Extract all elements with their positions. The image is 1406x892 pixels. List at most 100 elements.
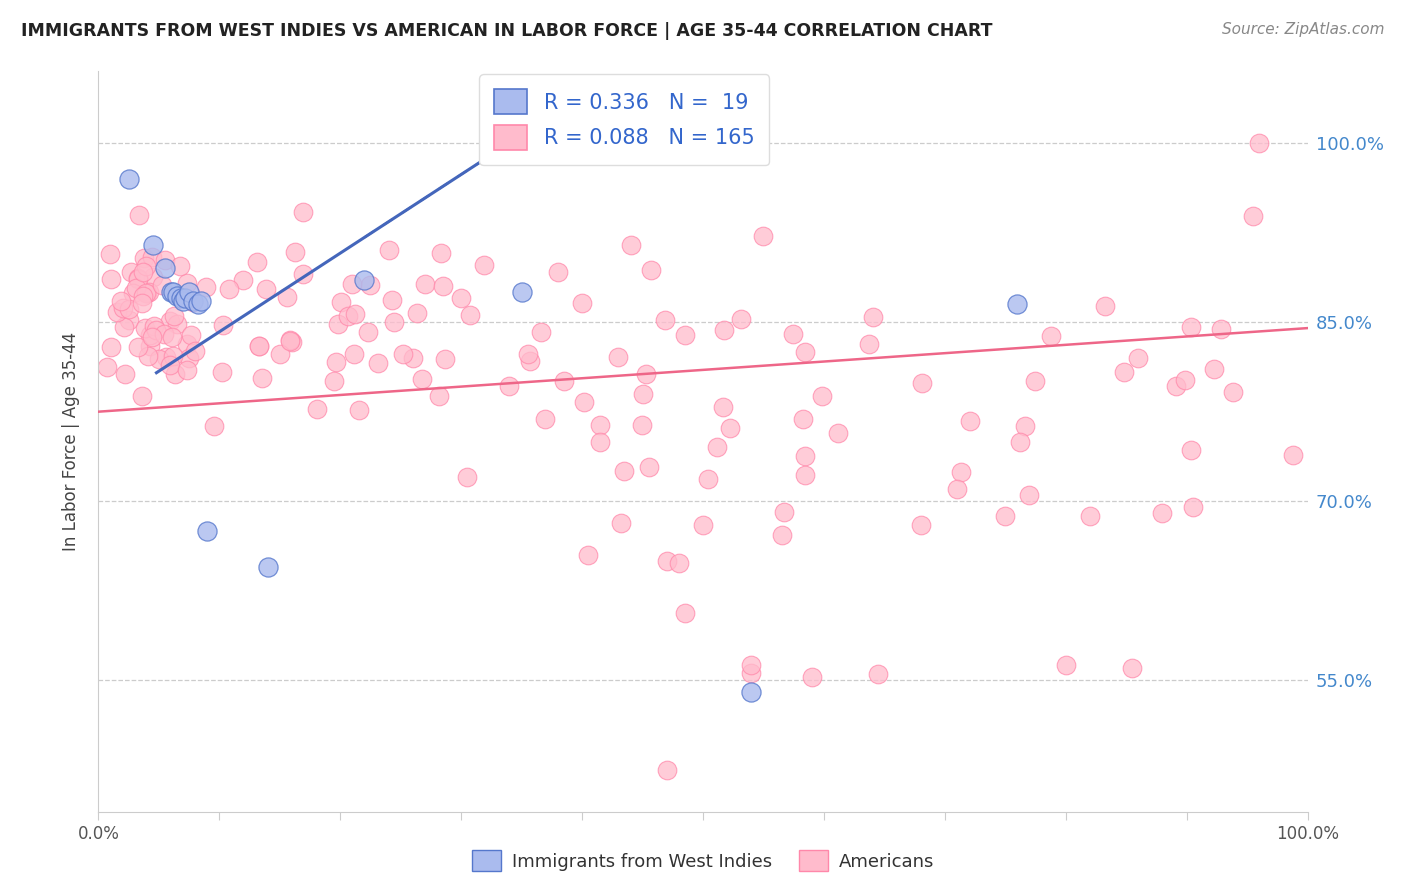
Point [1018, 488, 1040, 502]
Point [406, 305, 429, 319]
Point [134, 321, 156, 335]
Point [105, 305, 128, 319]
Point [195, 279, 218, 293]
Point [432, 279, 454, 293]
Point [139, 339, 162, 353]
Point [413, 277, 436, 291]
Point [291, 205, 314, 219]
Point [256, 560, 278, 574]
Point [347, 403, 370, 417]
Point [195, 524, 218, 538]
Point [291, 268, 314, 282]
Point [153, 252, 176, 267]
Point [460, 308, 482, 322]
Point [1174, 372, 1197, 386]
Point [1202, 362, 1225, 376]
Point [112, 319, 135, 334]
Point [187, 297, 209, 311]
Point [382, 315, 405, 329]
Point [794, 449, 817, 463]
Point [589, 417, 612, 432]
Point [353, 273, 375, 287]
Point [305, 402, 328, 417]
Point [402, 351, 425, 365]
Point [994, 508, 1017, 523]
Point [589, 435, 612, 450]
Point [668, 557, 690, 571]
Point [1121, 661, 1143, 675]
Point [1014, 418, 1036, 433]
Point [247, 339, 270, 353]
Point [553, 374, 575, 388]
Point [118, 171, 141, 186]
Point [793, 467, 815, 482]
Point [800, 670, 823, 684]
Point [533, 412, 555, 426]
Text: Source: ZipAtlas.com: Source: ZipAtlas.com [1222, 22, 1385, 37]
Point [180, 328, 202, 343]
Point [148, 351, 170, 366]
Point [640, 262, 662, 277]
Point [530, 326, 553, 340]
Point [713, 323, 735, 337]
Point [325, 354, 347, 368]
Point [153, 261, 176, 276]
Point [165, 368, 187, 382]
Point [655, 554, 678, 568]
Point [606, 350, 628, 364]
Point [429, 389, 451, 403]
Point [343, 347, 366, 361]
Point [112, 301, 135, 315]
Point [910, 376, 932, 390]
Point [1010, 435, 1032, 450]
Point [190, 293, 212, 308]
Point [740, 657, 762, 672]
Point [654, 313, 676, 327]
Point [706, 441, 728, 455]
Point [1126, 351, 1149, 365]
Point [110, 294, 132, 309]
Point [862, 310, 884, 324]
Point [181, 293, 204, 308]
Point [344, 307, 367, 321]
Point [1054, 657, 1077, 672]
Point [125, 281, 148, 295]
Point [96, 359, 118, 374]
Point [184, 344, 207, 359]
Point [692, 518, 714, 533]
Point [1024, 374, 1046, 388]
Point [136, 349, 159, 363]
Point [576, 548, 599, 562]
Point [630, 417, 652, 432]
Point [159, 358, 181, 372]
Point [211, 365, 233, 379]
Point [472, 258, 495, 272]
Point [278, 334, 301, 348]
Point [1181, 500, 1204, 515]
Point [160, 285, 183, 300]
Point [181, 294, 204, 309]
Point [792, 412, 814, 426]
Point [782, 327, 804, 342]
Point [950, 465, 973, 479]
Point [342, 277, 364, 291]
Point [357, 325, 380, 339]
Point [166, 289, 188, 303]
Point [169, 260, 191, 274]
Point [269, 347, 291, 361]
Point [1007, 297, 1029, 311]
Point [510, 285, 533, 300]
Point [127, 271, 149, 285]
Point [202, 419, 225, 434]
Point [247, 339, 270, 353]
Point [858, 336, 880, 351]
Point [636, 368, 658, 382]
Point [1114, 365, 1136, 379]
Point [740, 685, 762, 699]
Point [730, 312, 752, 326]
Point [127, 270, 149, 285]
Point [143, 319, 166, 334]
Point [868, 667, 890, 681]
Point [1180, 320, 1202, 334]
Point [613, 464, 636, 478]
